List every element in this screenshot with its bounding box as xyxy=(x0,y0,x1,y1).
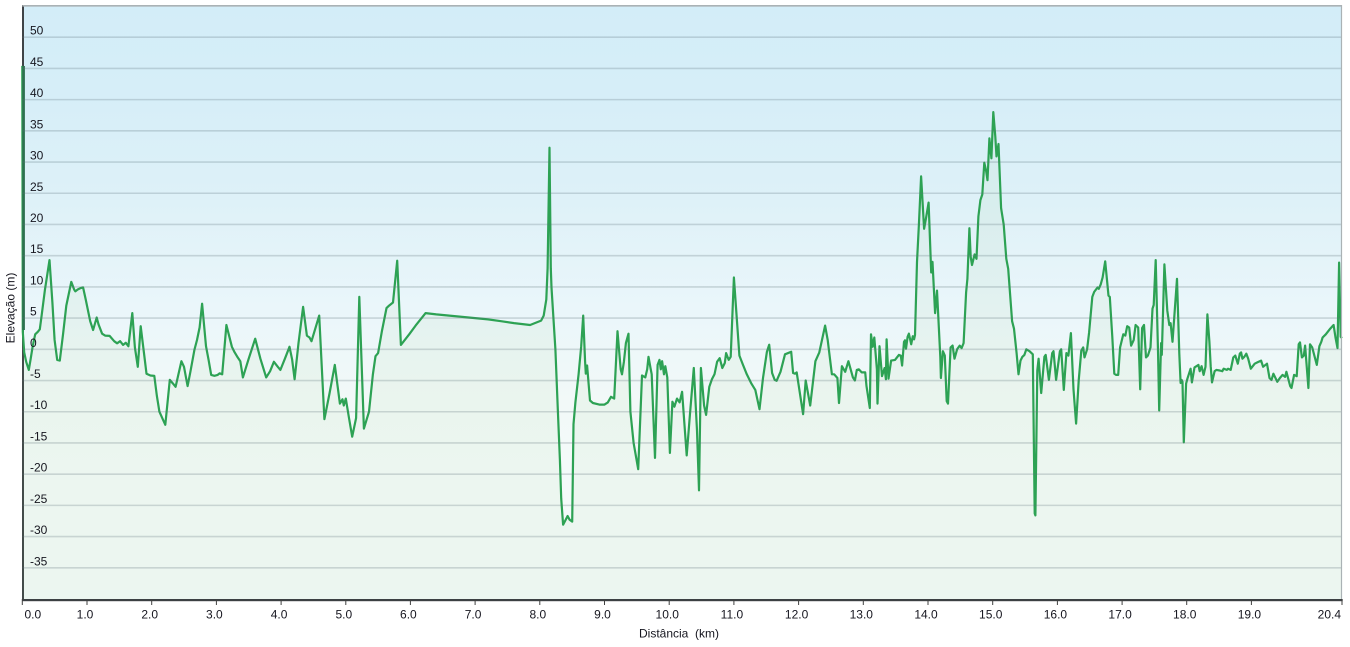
svg-text:-5: -5 xyxy=(30,367,41,381)
svg-text:-20: -20 xyxy=(30,461,48,475)
svg-text:20: 20 xyxy=(30,211,44,225)
svg-text:0.0: 0.0 xyxy=(25,608,42,622)
svg-text:12.0: 12.0 xyxy=(785,608,809,622)
svg-text:30: 30 xyxy=(30,149,44,163)
svg-text:14.0: 14.0 xyxy=(914,608,938,622)
svg-text:0: 0 xyxy=(30,336,37,350)
svg-text:5.0: 5.0 xyxy=(335,608,352,622)
svg-text:-15: -15 xyxy=(30,429,48,443)
svg-text:-30: -30 xyxy=(30,523,48,537)
svg-text:7.0: 7.0 xyxy=(465,608,482,622)
svg-text:20.4: 20.4 xyxy=(1318,608,1342,622)
svg-text:10.0: 10.0 xyxy=(656,608,680,622)
svg-text:17.0: 17.0 xyxy=(1108,608,1132,622)
svg-text:1.0: 1.0 xyxy=(77,608,94,622)
svg-text:35: 35 xyxy=(30,117,44,131)
svg-text:4.0: 4.0 xyxy=(271,608,288,622)
svg-text:9.0: 9.0 xyxy=(594,608,611,622)
svg-text:15: 15 xyxy=(30,242,44,256)
svg-text:5: 5 xyxy=(30,305,37,319)
svg-text:11.0: 11.0 xyxy=(721,608,744,622)
svg-text:6.0: 6.0 xyxy=(400,608,417,622)
svg-text:19.0: 19.0 xyxy=(1238,608,1262,622)
svg-text:18.0: 18.0 xyxy=(1173,608,1197,622)
svg-text:Elevação (m): Elevação (m) xyxy=(4,273,18,344)
svg-text:-35: -35 xyxy=(30,554,48,568)
svg-text:45: 45 xyxy=(30,55,44,69)
svg-text:40: 40 xyxy=(30,86,44,100)
svg-text:16.0: 16.0 xyxy=(1044,608,1068,622)
svg-text:13.0: 13.0 xyxy=(850,608,874,622)
svg-text:50: 50 xyxy=(30,24,44,38)
svg-text:10: 10 xyxy=(30,273,44,287)
svg-text:2.0: 2.0 xyxy=(141,608,158,622)
svg-text:15.0: 15.0 xyxy=(979,608,1003,622)
svg-text:-25: -25 xyxy=(30,492,48,506)
svg-text:Distância (km): Distância (km) xyxy=(639,627,719,641)
svg-text:-10: -10 xyxy=(30,398,48,412)
svg-text:25: 25 xyxy=(30,180,44,194)
svg-text:8.0: 8.0 xyxy=(529,608,546,622)
svg-text:3.0: 3.0 xyxy=(206,608,223,622)
